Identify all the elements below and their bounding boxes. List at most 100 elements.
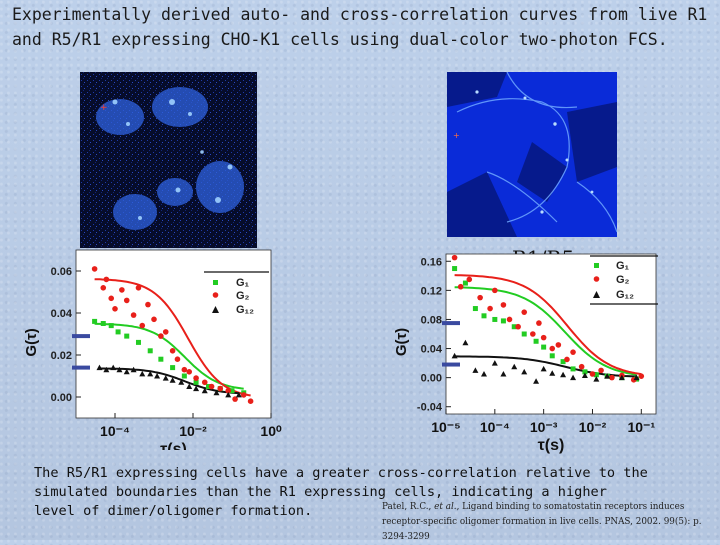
data-point-g2 xyxy=(564,356,570,363)
legend-label-g2: G₂ xyxy=(616,274,630,286)
correlation-chart-r1: 0.00 0.02 0.04 0.06 10⁻⁴ 10⁻² 10⁰ τ(s) G(τ) G₁ G… xyxy=(23,249,282,450)
data-point-g12 xyxy=(521,368,528,375)
data-point-g1 xyxy=(462,280,468,286)
data-point-g12 xyxy=(604,373,611,379)
slide-title: Experimentally derived auto- and cross-c… xyxy=(12,5,708,49)
data-point-g1 xyxy=(452,266,458,272)
fit-curve-g2 xyxy=(454,274,642,376)
y-tick-label: -0.04 xyxy=(417,402,443,414)
legend-marker-g2 xyxy=(212,292,219,298)
data-point-g1 xyxy=(115,329,121,335)
data-point-g1 xyxy=(541,344,547,350)
legend-label-g12: G₁₂ xyxy=(616,289,634,301)
data-point-g2 xyxy=(158,333,164,339)
y-tick-label: 0.00 xyxy=(51,392,72,404)
data-point-g2 xyxy=(598,367,604,374)
x-axis-label: τ(s) xyxy=(538,437,565,454)
data-point-g12 xyxy=(570,374,577,381)
data-point-g12 xyxy=(491,360,498,366)
data-point-g2 xyxy=(457,283,464,290)
data-point-g12 xyxy=(633,374,640,381)
data-point-g1 xyxy=(549,353,555,359)
data-point-g2 xyxy=(247,398,254,404)
x-tick-label: 10⁻⁴ xyxy=(100,423,130,439)
citation-rest: , Ligand binding to somatostatin recepto… xyxy=(382,502,702,542)
data-point-g12 xyxy=(201,387,208,394)
y-tick-label: 0.12 xyxy=(421,285,442,297)
y-tick-label: 0.02 xyxy=(51,350,72,362)
simulated-boundary-marker xyxy=(72,334,90,339)
data-point-g1 xyxy=(100,321,106,326)
data-point-g1 xyxy=(170,365,176,371)
legend-marker-g1 xyxy=(594,263,599,268)
legend-label-g1: G₁ xyxy=(236,277,250,289)
data-point-g2 xyxy=(536,320,542,326)
data-point-g1 xyxy=(472,306,478,312)
data-point-g2 xyxy=(103,276,110,283)
citation-prefix: Patel, R.C., xyxy=(382,502,435,512)
data-point-g2 xyxy=(100,285,107,291)
simulated-boundary-marker xyxy=(72,365,90,370)
data-point-g12 xyxy=(500,371,507,377)
x-tick-label: 10⁻² xyxy=(579,419,607,435)
svg-text:+: + xyxy=(100,103,108,113)
legend-label-g2: G₂ xyxy=(236,290,250,302)
legend: G₁ G₂ G₁₂ xyxy=(204,271,269,316)
data-point-g1 xyxy=(206,384,212,389)
data-point-g12 xyxy=(169,377,176,383)
data-point-g1 xyxy=(500,318,506,324)
y-tick-label: 0.04 xyxy=(421,344,443,356)
data-point-g12 xyxy=(511,363,518,370)
data-point-g1 xyxy=(570,366,576,372)
data-point-g1 xyxy=(521,331,527,337)
data-point-g2 xyxy=(492,287,498,294)
y-axis-label: G(τ) xyxy=(23,328,40,356)
data-point-g2 xyxy=(500,302,507,308)
data-point-g2 xyxy=(208,383,215,390)
data-point-g12 xyxy=(472,367,479,373)
data-point-g1 xyxy=(124,333,130,339)
data-point-g2 xyxy=(130,312,137,318)
data-point-g2 xyxy=(540,334,547,341)
data-point-g12 xyxy=(193,385,200,392)
data-point-g12 xyxy=(116,366,123,373)
data-point-g2 xyxy=(162,329,169,335)
simulated-boundary-marker xyxy=(442,321,460,326)
data-point-g2 xyxy=(225,387,232,394)
fit-curve-g1 xyxy=(454,286,637,376)
data-point-g2 xyxy=(549,345,556,352)
x-tick-label: 10⁻¹ xyxy=(627,419,655,435)
data-point-g2 xyxy=(477,294,483,301)
data-point-g2 xyxy=(151,316,157,323)
data-point-g2 xyxy=(112,306,118,312)
data-point-g2 xyxy=(123,297,130,304)
data-point-g12 xyxy=(178,379,185,385)
correlation-chart-r1-r5: -0.04 0.00 0.04 0.08 0.12 0.16 10⁻⁵ 10⁻⁴ 10⁻³ 10⁻… xyxy=(393,253,658,454)
data-point-g2 xyxy=(108,295,115,302)
data-point-g1 xyxy=(108,323,114,329)
data-point-g2 xyxy=(487,305,493,312)
legend-label-g1: G₁ xyxy=(616,260,630,272)
data-point-g2 xyxy=(638,373,645,379)
data-point-g2 xyxy=(578,363,585,370)
data-point-g2 xyxy=(145,301,151,308)
data-point-g12 xyxy=(103,366,110,373)
micrograph-r1-r5: + xyxy=(447,72,617,237)
data-point-g12 xyxy=(147,370,154,377)
x-tick-label: 10⁻² xyxy=(179,423,207,439)
data-point-g12 xyxy=(162,375,169,381)
data-point-g1 xyxy=(147,348,153,354)
x-tick-label: 10⁻⁴ xyxy=(480,419,510,435)
conclusion-text: The R5/R1 expressing cells have a greate… xyxy=(34,465,648,519)
data-point-g2 xyxy=(240,392,247,398)
legend-marker-g12 xyxy=(212,306,219,313)
data-point-g12 xyxy=(123,368,130,375)
svg-text:+: + xyxy=(453,131,460,140)
data-point-g12 xyxy=(451,352,458,359)
y-axis-label: G(τ) xyxy=(393,328,410,356)
data-point-g1 xyxy=(193,379,199,385)
data-point-g2 xyxy=(193,375,199,381)
data-point-g2 xyxy=(169,348,176,354)
data-point-g2 xyxy=(506,316,513,323)
data-point-g12 xyxy=(130,366,137,373)
